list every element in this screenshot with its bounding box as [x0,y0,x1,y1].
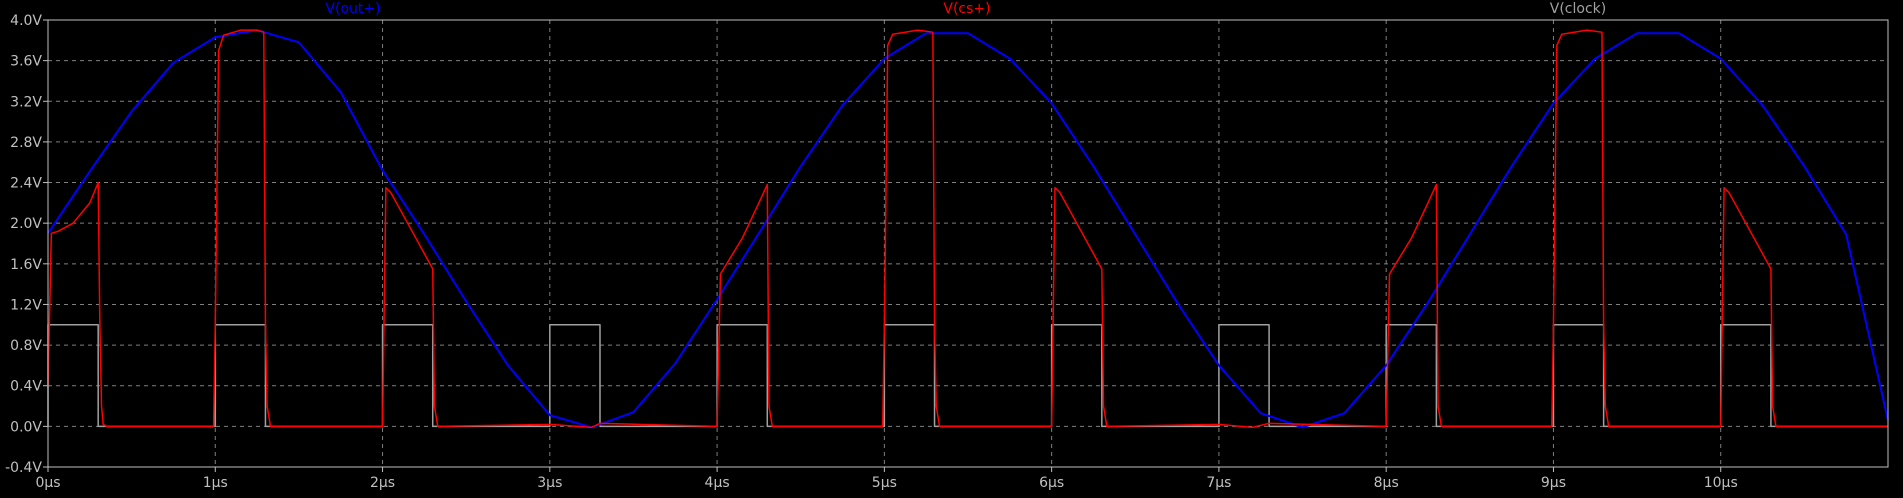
y-tick-label: -0.4V [5,460,42,476]
x-tick-label: 5µs [872,475,897,491]
x-tick-label: 1µs [203,475,228,491]
plot-frame [47,19,1889,468]
tick-marks [43,19,1722,472]
y-tick-label: 2.8V [10,135,42,151]
legend-clock[interactable]: V(clock) [1550,1,1606,17]
x-tick-label: 0µs [35,475,60,491]
x-tick-label: 9µs [1541,475,1566,491]
y-tick-label: 1.2V [10,297,42,313]
y-tick-label: 3.6V [10,54,42,70]
y-tick-label: 2.4V [10,176,42,192]
x-tick-label: 2µs [370,475,395,491]
series-layer [47,29,1889,429]
y-tick-label: 1.6V [10,257,42,273]
x-tick-label: 3µs [537,475,562,491]
y-tick-label: 0.0V [10,419,42,435]
x-tick-label: 10µs [1704,475,1738,491]
y-tick-label: 3.2V [10,94,42,110]
y-tick-label: 2.0V [10,216,42,232]
y-tick-label: 0.4V [10,379,42,395]
tick-labels: -0.4V 0.0V 0.4V 0.8V 1.2V 1.6V 2.0V 2.4V 2.8V 3.2… [5,13,1738,491]
x-tick-label: 6µs [1039,475,1064,491]
x-tick-label: 4µs [705,475,730,491]
legend-cs-plus[interactable]: V(cs+) [943,1,990,17]
legend-out-plus[interactable]: V(out+) [325,1,380,17]
legend: V(out+) V(cs+) V(clock) [325,1,1606,17]
series-cs-plus [47,29,1888,429]
y-tick-label: 4.0V [10,13,42,29]
series-out-plus [47,29,1889,429]
y-tick-label: 0.8V [10,338,42,354]
x-tick-label: 7µs [1206,475,1231,491]
x-tick-label: 8µs [1374,475,1399,491]
